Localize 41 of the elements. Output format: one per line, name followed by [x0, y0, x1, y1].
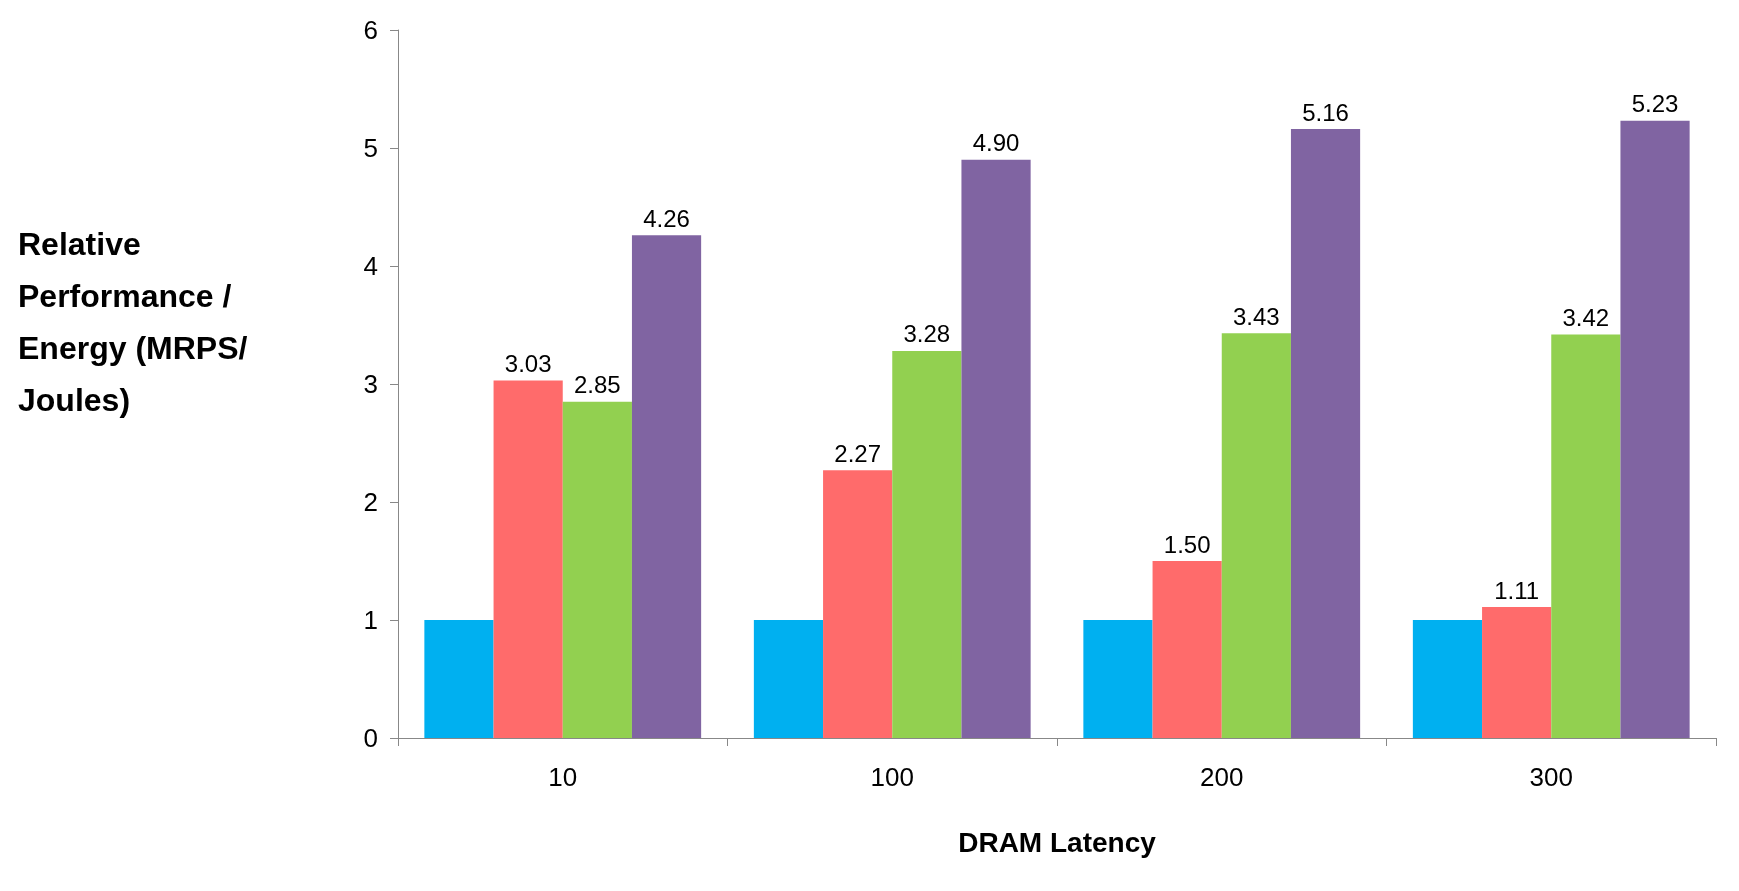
bar — [1083, 620, 1153, 738]
x-tick-label: 100 — [870, 762, 914, 792]
bar — [562, 401, 632, 738]
data-label: 4.26 — [643, 204, 690, 232]
y-tick-label: 3 — [363, 369, 378, 399]
bar — [1620, 120, 1690, 738]
bar — [631, 235, 702, 738]
data-label: 3.28 — [903, 320, 951, 348]
x-tick-label: 300 — [1529, 762, 1573, 792]
x-axis-title: DRAM Latency — [958, 826, 1157, 858]
bar — [823, 470, 893, 738]
data-label: 4.90 — [972, 129, 1020, 157]
data-label: 3.03 — [504, 349, 552, 377]
y-tick-label: 6 — [363, 15, 378, 45]
bar — [493, 380, 563, 738]
bar — [424, 620, 494, 738]
bar — [1152, 561, 1222, 738]
bar — [753, 620, 824, 738]
x-tick-label: 200 — [1200, 762, 1244, 792]
data-label: 3.43 — [1232, 302, 1280, 330]
y-tick-label: 1 — [363, 605, 378, 635]
y-tick-label: 5 — [363, 133, 378, 163]
bar — [1221, 333, 1291, 738]
y-tick-label: 4 — [363, 251, 378, 281]
bar — [1290, 129, 1361, 738]
bar — [1412, 620, 1483, 738]
data-label: 5.23 — [1631, 90, 1679, 118]
bar — [892, 350, 962, 738]
data-label: 3.42 — [1562, 303, 1610, 331]
y-tick-label: 0 — [363, 723, 378, 753]
y-tick-label: 2 — [363, 487, 378, 517]
bar — [1482, 607, 1552, 738]
data-label: 5.16 — [1302, 98, 1349, 126]
data-label: 1.11 — [1494, 576, 1540, 604]
bar — [1551, 334, 1621, 738]
data-label: 2.85 — [573, 371, 621, 399]
bar — [961, 159, 1031, 738]
y-axis-title: Relative Performance / Energy (MRPS/Joules) — [18, 226, 248, 418]
x-tick-label: 10 — [548, 762, 578, 792]
data-label: 1.50 — [1163, 530, 1211, 558]
data-label: 2.27 — [834, 439, 882, 467]
